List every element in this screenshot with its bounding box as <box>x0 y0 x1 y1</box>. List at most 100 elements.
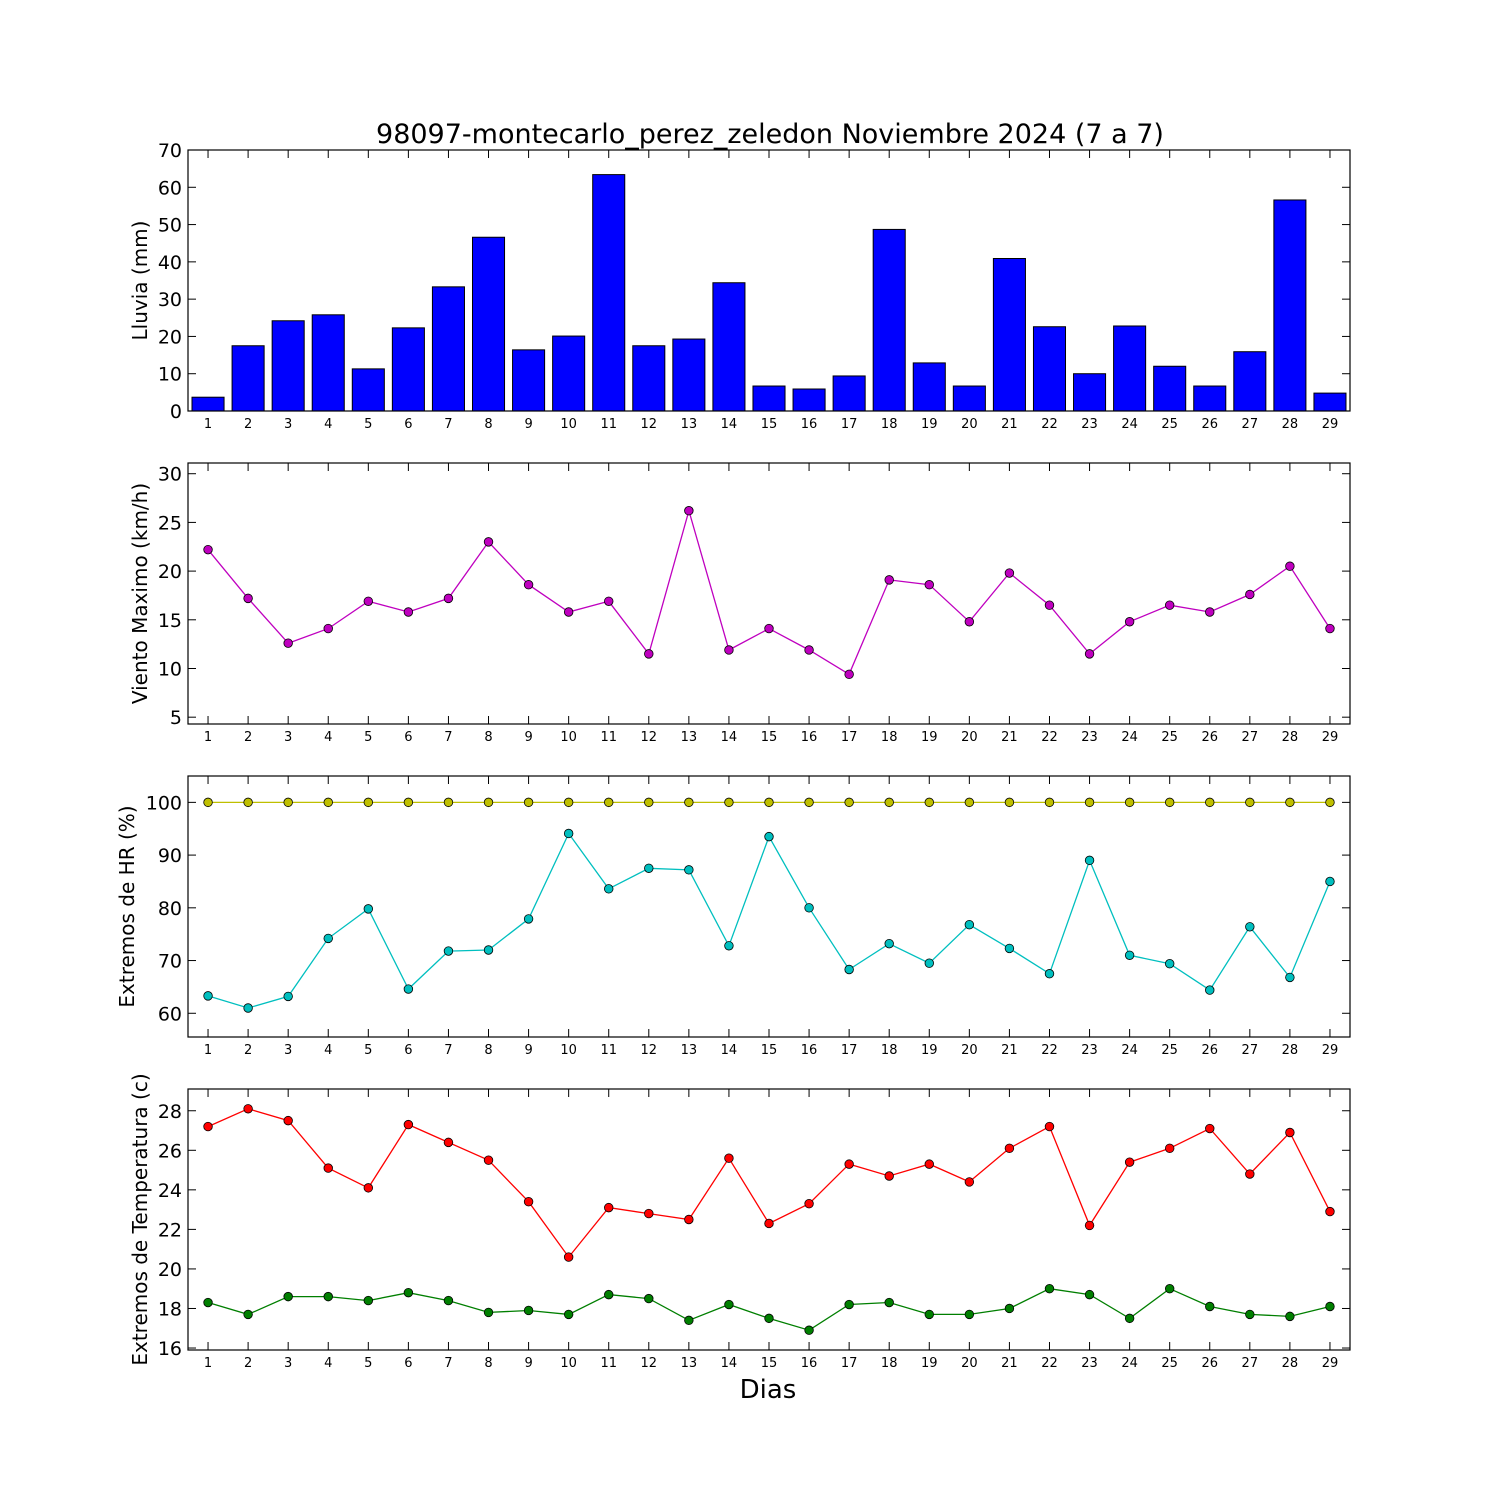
data-point <box>844 1299 854 1310</box>
data-point <box>363 1183 374 1193</box>
data-point <box>964 1309 975 1320</box>
x-tick-label: 10 <box>560 1356 577 1371</box>
data-point <box>924 1309 934 1320</box>
x-tick-label: 13 <box>681 730 698 745</box>
y-tick-label: 50 <box>158 215 182 237</box>
data-point <box>483 1307 494 1318</box>
bar <box>1273 199 1307 412</box>
data-point <box>884 575 894 585</box>
data-point <box>1325 623 1335 634</box>
x-tick-label: 1 <box>204 417 212 432</box>
x-tick-label: 23 <box>1081 1043 1098 1058</box>
bar <box>471 236 506 412</box>
y-tick-label: 30 <box>158 289 182 311</box>
x-tick-label: 1 <box>204 1043 212 1058</box>
x-tick-label: 8 <box>484 1356 492 1371</box>
x-tick-label: 24 <box>1121 730 1138 745</box>
data-point <box>1285 1311 1295 1322</box>
y-tick-label: 60 <box>158 1003 182 1025</box>
x-tick-label: 6 <box>404 1356 412 1371</box>
data-point <box>283 638 293 648</box>
x-tick-label: 13 <box>681 417 698 432</box>
y-tick-label: 0 <box>170 401 182 423</box>
x-tick-label: 2 <box>244 417 252 432</box>
plot-frame <box>187 149 1351 412</box>
x-tick-label: 15 <box>761 417 778 432</box>
y-tick-label: 70 <box>158 140 182 162</box>
data-point <box>1205 1123 1215 1134</box>
data-point <box>1245 1309 1255 1320</box>
data-point <box>924 958 934 968</box>
data-point <box>724 941 734 951</box>
bar <box>912 362 946 412</box>
x-tick-label: 29 <box>1322 730 1339 745</box>
x-tick-label: 8 <box>484 730 492 745</box>
y-tick-label: 16 <box>158 1338 182 1360</box>
x-tick-label: 27 <box>1242 417 1259 432</box>
data-point <box>1325 1206 1335 1217</box>
data-point <box>1124 950 1135 960</box>
data-point <box>363 1295 374 1306</box>
data-point <box>604 1289 614 1300</box>
x-tick-label: 8 <box>484 1043 492 1058</box>
x-tick-label: 9 <box>524 1356 532 1371</box>
y-tick-label: 20 <box>158 561 182 583</box>
bar <box>632 345 666 412</box>
x-tick-label: 20 <box>961 730 978 745</box>
bar <box>592 174 626 412</box>
x-tick-label: 18 <box>881 730 898 745</box>
data-point <box>684 1214 694 1225</box>
bar <box>1153 365 1187 412</box>
bar <box>271 320 305 412</box>
bar <box>391 327 425 412</box>
data-point <box>323 1291 333 1302</box>
x-tick-label: 12 <box>641 730 658 745</box>
x-tick-label: 24 <box>1121 417 1138 432</box>
x-tick-label: 14 <box>721 1356 738 1371</box>
x-tick-label: 29 <box>1322 1043 1339 1058</box>
x-tick-label: 26 <box>1201 1356 1218 1371</box>
data-point <box>563 828 574 839</box>
data-point <box>604 1202 614 1213</box>
data-point <box>1285 972 1295 983</box>
bar <box>512 349 546 412</box>
data-point <box>1245 1169 1255 1179</box>
x-tick-label: 8 <box>484 417 492 432</box>
y-tick-label: 60 <box>158 177 182 199</box>
x-tick-label: 7 <box>444 1043 452 1058</box>
data-point <box>1084 797 1095 808</box>
x-tick-label: 7 <box>444 1356 452 1371</box>
data-point <box>243 1309 253 1320</box>
series-line <box>207 1108 1331 1259</box>
data-point <box>523 1305 534 1316</box>
data-point <box>323 933 333 944</box>
x-tick-label: 25 <box>1161 730 1178 745</box>
x-tick-label: 1 <box>204 730 212 745</box>
chart-title: 98097-montecarlo_perez_zeledon Noviembre… <box>376 119 1164 150</box>
x-tick-label: 1 <box>204 1356 212 1371</box>
x-tick-label: 21 <box>1001 1356 1018 1371</box>
data-point <box>1325 1301 1335 1312</box>
data-point <box>403 984 414 994</box>
series-line <box>207 508 1331 676</box>
x-tick-label: 25 <box>1161 1356 1178 1371</box>
y-tick-label: 80 <box>158 898 182 920</box>
data-point <box>684 1315 694 1326</box>
data-point <box>644 1208 654 1219</box>
data-point <box>323 623 333 634</box>
data-point <box>1205 985 1215 995</box>
y-tick-label: 28 <box>158 1101 182 1123</box>
data-point <box>924 580 934 590</box>
x-tick-label: 3 <box>284 417 292 432</box>
x-tick-label: 2 <box>244 730 252 745</box>
x-tick-label: 3 <box>284 1043 292 1058</box>
bar <box>792 388 826 412</box>
x-tick-label: 16 <box>801 1043 818 1058</box>
x-tick-label: 16 <box>801 417 818 432</box>
x-tick-label: 12 <box>641 1043 658 1058</box>
x-tick-label: 9 <box>524 417 532 432</box>
data-point <box>443 593 454 604</box>
bar <box>872 228 906 412</box>
data-point <box>283 797 293 808</box>
